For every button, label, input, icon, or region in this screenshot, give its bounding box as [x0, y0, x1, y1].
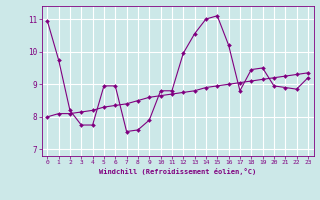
X-axis label: Windchill (Refroidissement éolien,°C): Windchill (Refroidissement éolien,°C) — [99, 168, 256, 175]
